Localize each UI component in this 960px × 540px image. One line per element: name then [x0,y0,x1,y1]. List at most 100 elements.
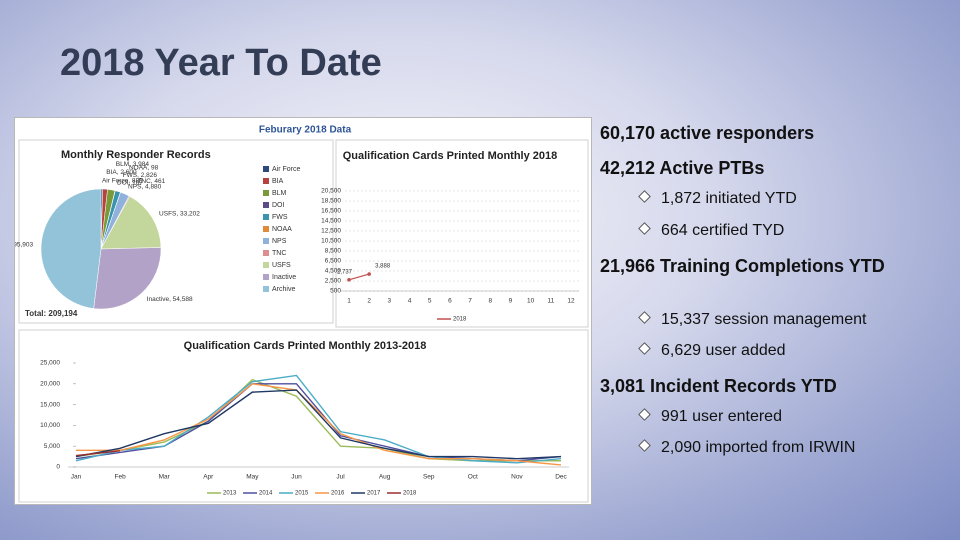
y-tick-label: 20,000 [40,381,60,388]
y-tick-label: 18,500 [321,198,341,205]
y-tick-label: 20,500 [321,188,341,195]
pie-slice [40,188,102,309]
bullet-icon [638,342,651,355]
point [347,278,351,282]
slice-label: DOI, 167 [117,180,143,187]
series-line [348,273,370,281]
bullet-icon [638,311,651,324]
legend-label: NPS [272,238,287,245]
legend-swatch [263,166,269,172]
chart-title: Qualification Cards Printed Monthly 2018 [342,150,558,162]
bullet-icon [638,439,651,452]
legend-label: TNC [272,250,286,257]
y-tick-label: 15,000 [40,401,60,408]
slice-label: Inactive, 54,588 [147,296,193,303]
total-label: Total: 209,194 [25,309,78,318]
slice-label: FWS, 2,826 [123,172,158,179]
data-label: 3,888 [375,264,391,270]
y-tick-label: 10,000 [40,422,60,429]
bullet: 3,081 Incident Records YTD [600,376,837,396]
slice-label: TNC, 461 [137,178,165,185]
y-tick-label: 8,500 [325,248,342,255]
sub-bullet-text: 15,337 session management [661,311,867,328]
slice-label: USFS, 33,202 [159,210,200,217]
panel [18,139,334,324]
x-tick-label: Jan [71,474,82,481]
sub-bullet: 2,090 imported from IRWIN [638,439,856,457]
y-tick-label: 10,500 [321,238,341,245]
sub-bullet: 1,872 initiated YTD [638,190,797,208]
pie-slice [93,247,162,310]
sub-bullet-text: 1,872 initiated YTD [661,190,797,207]
x-tick-label: 12 [567,298,575,305]
series-line [75,450,121,457]
legend-label: 2013 [223,491,237,497]
y-tick-label: 5,000 [44,443,61,450]
pie-slice [100,196,162,250]
x-tick-label: 5 [428,298,432,305]
x-tick-label: Dec [555,474,567,481]
series-line [75,374,562,464]
x-tick-label: 4 [408,298,412,305]
series-line [76,383,562,466]
legend-label: 2018 [403,491,417,497]
legend-swatch [263,214,269,220]
bullet: 60,170 active responders [600,123,815,143]
legend-swatch [263,286,269,292]
bullet-icon [638,222,651,235]
legend-label: USFS [272,262,291,269]
legend-label: NOAA [272,226,292,233]
x-tick-label: 1 [347,298,351,305]
legend-label: 2015 [295,491,309,497]
slice-label: BLM, 3,984 [116,161,150,168]
y-tick-label: 25,000 [40,360,60,367]
x-tick-label: Apr [203,474,214,481]
sub-bullet: 15,337 session management [638,311,867,329]
y-tick-label: 2,500 [325,278,342,285]
x-tick-label: Aug [379,474,391,481]
legend-swatch [263,274,269,280]
panel [18,329,589,503]
y-tick-label: 6,500 [325,258,342,265]
x-tick-label: 11 [547,298,554,305]
figure: Feburary 2018 Data Total: 209,194 Air Fo… [14,117,592,505]
y-tick-label: 12,500 [321,228,341,235]
y-tick-label: 4,500 [325,268,342,275]
legend-label: 2014 [259,491,273,497]
legend-swatch [263,250,269,256]
legend-label: Inactive [272,274,296,281]
bullet-icon [638,190,651,203]
x-tick-label: 3 [388,298,392,305]
sub-bullet-text: 2,090 imported from IRWIN [661,439,856,456]
x-tick-label: 7 [468,298,472,305]
x-tick-label: May [246,474,259,481]
sub-bullet-text: 664 certified TYD [661,222,785,239]
figure-canvas: Feburary 2018 Data Total: 209,194 Air Fo… [15,125,589,503]
x-tick-label: Feb [114,474,126,481]
legend-swatch [263,226,269,232]
legend-swatch [263,238,269,244]
x-tick-label: Sep [423,474,435,481]
legend-swatch [263,190,269,196]
y-tick-label: 16,500 [321,208,341,215]
legend-label: Archive [272,286,295,293]
x-tick-label: Mar [159,474,171,481]
x-tick-label: Nov [511,474,523,481]
x-tick-label: 6 [448,298,452,305]
legend-label: BIA [272,178,284,185]
data-label: 2,737 [337,269,353,275]
legend-label: DOI [272,202,285,209]
x-tick-label: 8 [488,298,492,305]
y-tick-label: 500 [330,288,341,295]
legend-swatch [263,202,269,208]
legend-label: BLM [272,190,287,197]
slice-label: NOAA, 98 [129,164,159,171]
chart-title: Qualification Cards Printed Monthly 2013… [183,340,427,352]
bullet: 21,966 Training Completions YTD [600,256,885,276]
bullet-icon [638,408,651,421]
y-tick-label: 0 [56,464,60,471]
legend-swatch [263,178,269,184]
slide-title: 2018 Year To Date [60,42,382,84]
sub-bullet: 991 user entered [638,408,782,426]
